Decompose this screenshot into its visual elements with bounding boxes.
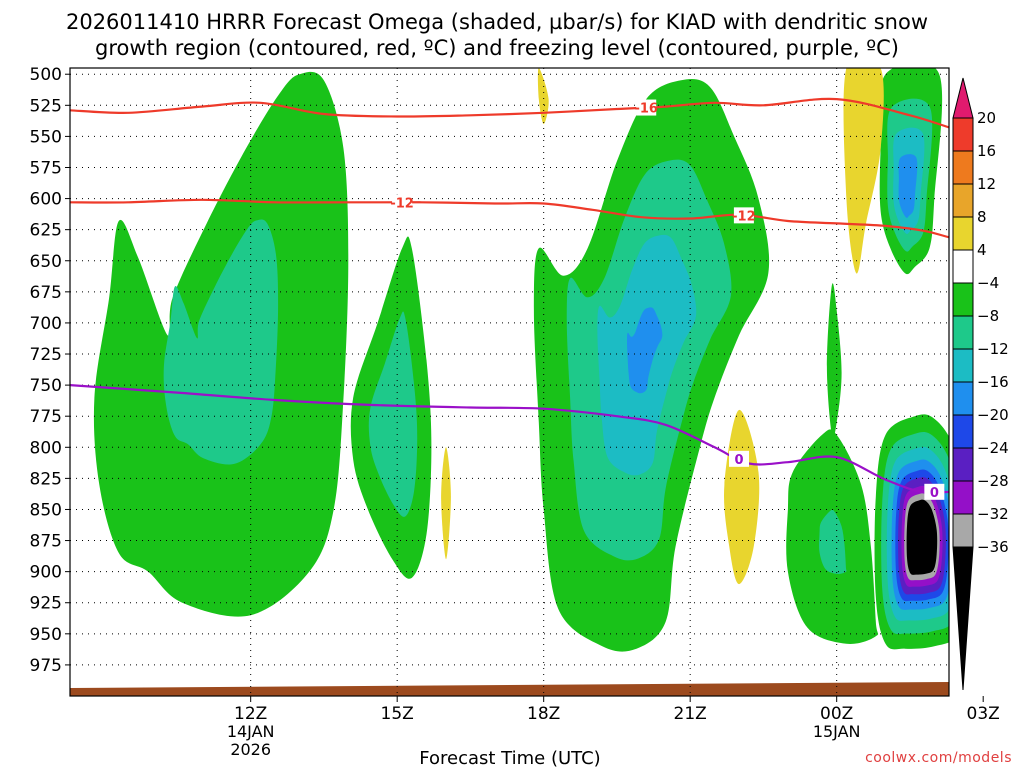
colorbar-swatch	[952, 150, 974, 185]
colorbar-level-label: −20	[977, 406, 1009, 424]
colorbar-swatch	[952, 216, 974, 251]
x-tick-label: 12Z	[234, 704, 267, 724]
omega-region-upward_motion_00Z_thin	[826, 283, 842, 439]
colorbar-level-label: −24	[977, 439, 1009, 457]
credit-text[interactable]: coolwx.com/models	[865, 750, 1012, 766]
freezing-level-line-label-0: 0	[734, 453, 743, 468]
colorbar-swatch	[952, 348, 974, 383]
omega-positive-region-2	[441, 447, 451, 560]
colorbar-swatch	[952, 282, 974, 317]
y-tick-label: 625	[30, 221, 62, 241]
omega-positive-region-0	[537, 68, 549, 124]
isotherm-minus16-line-label-bg	[636, 99, 657, 116]
x-tick-label: 00Z	[820, 704, 853, 724]
chart-title-line2: growth region (contoured, red, ºC) and f…	[95, 36, 899, 60]
isotherm-minus12-line-label-bg	[733, 207, 754, 224]
omega-inner-shade-upward_motion_18Z_21Z-2	[627, 307, 663, 394]
colorbar-swatch	[952, 315, 974, 350]
y-tick-label: 900	[30, 563, 62, 583]
colorbar-bottom-arrow	[952, 546, 974, 691]
y-tick-label: 550	[30, 127, 62, 147]
omega-inner-shade-upward_motion_02Z_aloft-2	[898, 154, 918, 218]
x-tick-date: 15JAN	[813, 722, 861, 741]
x-tick-label: 15Z	[381, 704, 414, 724]
freezing-level-line-label-1: 0	[930, 486, 939, 501]
colorbar-swatch	[952, 117, 974, 152]
y-tick-label: 750	[30, 376, 62, 396]
y-tick-label: 925	[30, 594, 62, 614]
colorbar-level-label: −16	[977, 373, 1009, 391]
colorbar-level-label: 12	[977, 175, 996, 193]
omega-inner-shade-upward_motion_02Z_low-7	[906, 499, 938, 575]
colorbar: 20 16 12 8 4 −4 −8 −12 −16 −20 −24 −28 −32 −36	[952, 77, 1009, 691]
colorbar-level-label: 16	[977, 142, 996, 160]
y-tick-label: 725	[30, 345, 62, 365]
x-tick-label: 03Z	[967, 704, 1000, 724]
freezing-level-line	[70, 384, 949, 494]
colorbar-swatch	[952, 447, 974, 482]
y-tick-label: 975	[30, 656, 62, 676]
freezing-level-line-label-bg	[729, 450, 750, 467]
contour-lines: -16 -12 -12 0 0	[70, 97, 949, 501]
y-tick-label: 700	[30, 314, 62, 334]
colorbar-level-label: −12	[977, 340, 1009, 358]
y-tick-label: 950	[30, 625, 62, 645]
y-tick-label: 500	[30, 65, 62, 85]
colorbar-swatch	[952, 381, 974, 416]
x-tick-date: 14JAN	[227, 722, 275, 741]
colorbar-level-label: −32	[977, 505, 1009, 523]
isotherm-minus16-line	[70, 97, 949, 129]
colorbar-top-arrow	[952, 77, 974, 119]
omega-inner-shade-upward_motion_15Z-0	[368, 311, 418, 517]
x-axis-title: Forecast Time (UTC)	[419, 748, 600, 768]
x-tick-year: 2026	[230, 740, 271, 759]
y-tick-label: 525	[30, 96, 62, 116]
y-tick-label: 825	[30, 469, 62, 489]
omega-inner-shade-upward_motion_00Z-0	[819, 509, 847, 574]
colorbar-level-label: −36	[977, 538, 1009, 556]
freezing-level-line-label-bg	[924, 483, 945, 500]
y-tick-label: 850	[30, 500, 62, 520]
omega-shading	[70, 68, 949, 696]
y-tick-label: 650	[30, 252, 62, 272]
colorbar-level-label: −28	[977, 472, 1009, 490]
colorbar-level-label: 4	[977, 241, 987, 259]
y-tick-label: 875	[30, 532, 62, 552]
ground-surface	[70, 682, 949, 696]
colorbar-level-label: −8	[977, 307, 999, 325]
y-tick-label: 775	[30, 407, 62, 427]
y-tick-label: 575	[30, 158, 62, 178]
colorbar-level-label: 20	[977, 109, 996, 127]
isotherm-minus12-line	[70, 198, 949, 239]
colorbar-swatch	[952, 249, 974, 284]
isotherm-minus12-line-label-1: -12	[732, 209, 756, 224]
x-tick-label: 18Z	[527, 704, 560, 724]
omega-inner-shade-upward_motion_left_band-0	[163, 219, 279, 465]
colorbar-swatch	[952, 480, 974, 515]
colorbar-swatch	[952, 414, 974, 449]
colorbar-level-label: −4	[977, 274, 999, 292]
colorbar-swatch	[952, 513, 974, 548]
isotherm-minus16-line-label-0: -16	[634, 102, 658, 117]
y-tick-label: 675	[30, 283, 62, 303]
chart-title-line1: 2026011410 HRRR Forecast Omega (shaded, …	[66, 10, 928, 34]
plot-frame	[69, 67, 950, 697]
colorbar-level-label: 8	[977, 208, 987, 226]
y-axis: 500 525 550 575 600 625 650 675 700 725 750 775 800 8…	[30, 65, 70, 676]
grid-lines	[70, 68, 949, 696]
x-tick-label: 21Z	[674, 704, 707, 724]
omega-positive-region-1	[843, 68, 884, 274]
isotherm-minus12-line-label-bg	[392, 194, 413, 211]
y-tick-label: 600	[30, 190, 62, 210]
y-tick-label: 800	[30, 438, 62, 458]
isotherm-minus12-line-label-0: -12	[390, 196, 414, 211]
colorbar-swatch	[952, 183, 974, 218]
